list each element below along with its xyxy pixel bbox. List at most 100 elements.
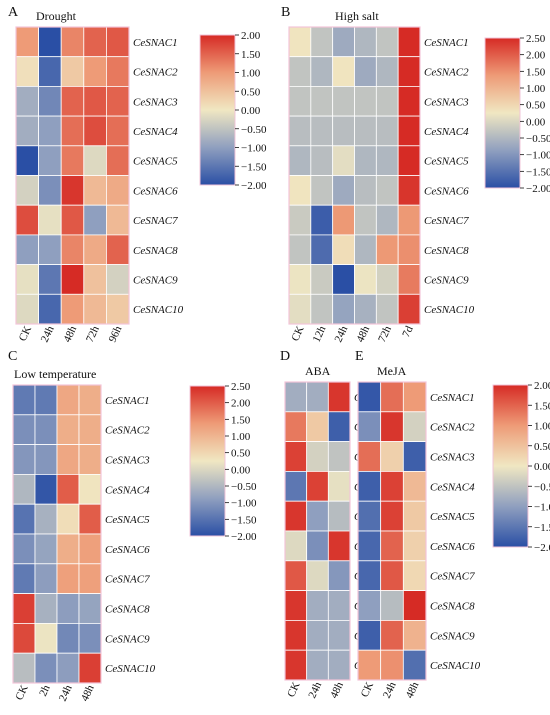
- x-tick-A-4: 96h: [107, 324, 125, 344]
- heatmap-cell-A-5-1: [38, 175, 62, 206]
- gene-label-B-2: CeSNAC3: [424, 96, 469, 108]
- heatmap-cell-A-7-3: [83, 234, 107, 265]
- heatmap-cell-A-3-4: [106, 115, 130, 147]
- heatmap-cell-B-3-4: [375, 115, 399, 147]
- heatmap-cell-B-0-4: [375, 26, 399, 58]
- heatmap-cell-C-0-2: [56, 384, 80, 416]
- x-tick-A-1: 24h: [39, 324, 57, 344]
- heatmap-border-C: [12, 384, 102, 684]
- heatmap-cell-A-4-1: [38, 145, 62, 176]
- heatmap-cell-A-0-1: [38, 26, 62, 58]
- panel-letter-D: D: [280, 349, 290, 364]
- colorbar-tick-E-2: 1.00: [534, 421, 550, 433]
- heatmap-cell-A-2-4: [106, 86, 130, 117]
- heatmap-cell-D-2-2: [327, 441, 351, 472]
- heatmap-cell-B-0-0: [288, 26, 312, 58]
- heatmap-cell-C-3-2: [56, 473, 80, 505]
- heatmap-cell-D-9-0: [284, 649, 308, 681]
- heatmap-cell-B-5-5: [397, 175, 421, 206]
- heatmap-cell-E-1-0: [357, 411, 382, 442]
- colorbar-tick-A-5: −0.50: [241, 124, 267, 136]
- gene-label-C-3: CeSNAC4: [105, 484, 150, 496]
- colorbar-tick-C-0: 2.50: [231, 381, 251, 393]
- heatmap-cell-B-8-1: [310, 264, 334, 295]
- heatmap-cell-B-6-2: [332, 204, 355, 236]
- x-tick-E-1: 24h: [381, 680, 399, 700]
- heatmap-cell-E-5-1: [380, 530, 404, 562]
- colorbar-tick-C-7: −1.00: [231, 498, 257, 510]
- panel-title-D: ABA: [305, 364, 331, 378]
- heatmap-border-B: [288, 26, 421, 325]
- gene-label-A-2: CeSNAC3: [133, 96, 178, 108]
- heatmap-cell-B-3-1: [310, 115, 334, 147]
- colorbar-tick-E-6: −1.00: [534, 502, 550, 514]
- heatmap-cell-B-9-5: [397, 293, 421, 325]
- panel-letter-E: E: [355, 349, 364, 364]
- colorbar-tick-B-8: −1.50: [526, 166, 550, 178]
- x-tick-A-0: CK: [17, 324, 34, 343]
- heatmap-cell-B-7-1: [310, 234, 334, 265]
- heatmap-cell-D-9-2: [327, 649, 351, 681]
- x-tick-C-2: 24h: [57, 683, 75, 703]
- heatmap-cell-B-8-5: [397, 264, 421, 295]
- heatmap-cell-E-6-2: [402, 560, 427, 591]
- heatmap-cell-B-3-2: [332, 115, 355, 147]
- heatmap-cell-B-7-5: [397, 234, 421, 265]
- heatmap-cell-D-1-1: [306, 411, 329, 442]
- heatmap-cell-D-5-0: [284, 530, 308, 562]
- x-tick-E-2: 48h: [404, 680, 422, 700]
- colorbar-tick-C-2: 1.50: [231, 414, 251, 426]
- colorbar-C: [189, 385, 226, 537]
- heatmap-cell-D-6-1: [306, 560, 329, 591]
- gene-label-B-1: CeSNAC2: [424, 67, 469, 79]
- gene-label-C-7: CeSNAC8: [105, 604, 150, 616]
- heatmap-cell-E-0-2: [402, 381, 427, 413]
- heatmap-cell-B-8-0: [288, 264, 312, 295]
- heatmap-cell-C-5-1: [34, 533, 58, 565]
- gene-label-C-8: CeSNAC9: [105, 633, 150, 645]
- heatmap-cell-C-5-0: [12, 533, 36, 565]
- heatmap-cell-C-3-3: [78, 473, 102, 505]
- heatmap-border-A: [15, 26, 130, 325]
- heatmap-cell-A-6-2: [60, 204, 85, 236]
- colorbar-tick-E-1: 1.50: [534, 400, 550, 412]
- heatmap-cell-A-2-0: [15, 86, 40, 117]
- heatmap-cell-D-2-0: [284, 441, 308, 472]
- heatmap-cell-E-5-2: [402, 530, 427, 562]
- heatmap-cell-C-7-1: [34, 593, 58, 624]
- heatmap-cell-A-1-1: [38, 56, 62, 87]
- gene-label-E-4: CeSNAC5: [430, 511, 475, 523]
- heatmap-cell-A-5-3: [83, 175, 107, 206]
- x-tick-B-4: 72h: [376, 324, 394, 344]
- heatmap-cell-A-9-2: [60, 293, 85, 325]
- heatmap-cell-E-1-2: [402, 411, 427, 442]
- heatmap-cell-D-3-2: [327, 470, 351, 502]
- heatmap-cell-B-1-3: [354, 56, 377, 87]
- heatmap-cell-A-9-4: [106, 293, 130, 325]
- heatmap-cell-A-5-4: [106, 175, 130, 206]
- gene-label-B-6: CeSNAC7: [424, 215, 469, 227]
- x-tick-B-1: 12h: [311, 324, 329, 344]
- colorbar-tick-B-9: −2.00: [526, 183, 550, 195]
- heatmap-cell-E-9-2: [402, 649, 427, 681]
- heatmap-cell-A-3-1: [38, 115, 62, 147]
- heatmap-cell-A-1-4: [106, 56, 130, 87]
- colorbar-tick-A-2: 1.00: [241, 68, 261, 80]
- heatmap-cell-A-0-0: [15, 26, 40, 58]
- heatmap-cell-C-0-3: [78, 384, 102, 416]
- heatmap-cell-A-9-3: [83, 293, 107, 325]
- heatmap-cell-A-8-3: [83, 264, 107, 295]
- heatmap-cell-A-7-4: [106, 234, 130, 265]
- colorbar-tick-B-5: 0.00: [526, 116, 546, 128]
- gene-label-E-3: CeSNAC4: [430, 481, 475, 493]
- heatmap-cell-E-3-2: [402, 470, 427, 502]
- heatmap-cell-B-9-1: [310, 293, 334, 325]
- heatmap-cell-B-2-5: [397, 86, 421, 117]
- heatmap-cell-A-2-2: [60, 86, 85, 117]
- heatmap-cell-A-9-0: [15, 293, 40, 325]
- gene-label-B-9: CeSNAC10: [424, 304, 475, 316]
- heatmap-cell-B-2-2: [332, 86, 355, 117]
- colorbar-tick-A-7: −1.50: [241, 161, 267, 173]
- heatmap-cell-E-2-2: [402, 441, 427, 472]
- heatmap-cell-B-4-4: [375, 145, 399, 176]
